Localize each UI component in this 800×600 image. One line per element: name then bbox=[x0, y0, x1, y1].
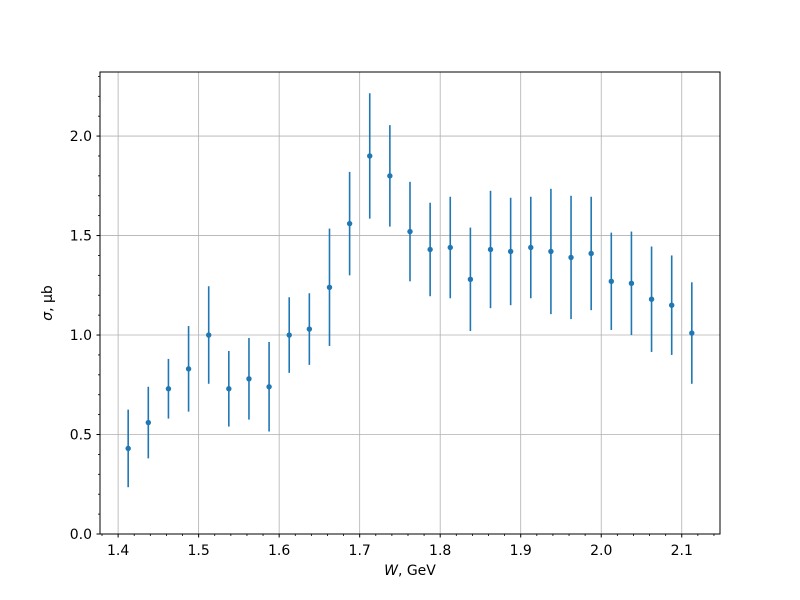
data-point bbox=[367, 153, 373, 159]
y-axis-label: σ, μb bbox=[40, 285, 56, 321]
x-axis-label: W, GeV bbox=[100, 564, 720, 578]
svg-text:1.8: 1.8 bbox=[429, 543, 451, 559]
data-point bbox=[568, 254, 574, 261]
svg-text:2.0: 2.0 bbox=[590, 543, 612, 559]
axes-spines bbox=[99, 71, 721, 535]
data-point bbox=[387, 173, 393, 179]
data-point bbox=[648, 296, 655, 302]
svg-text:0.0: 0.0 bbox=[70, 527, 92, 543]
data-point bbox=[447, 244, 453, 251]
y-axis-label-unit: , μb bbox=[40, 285, 56, 312]
data-point bbox=[487, 246, 494, 253]
data-point bbox=[608, 278, 614, 285]
y-axis-label-symbol: σ bbox=[40, 311, 56, 321]
data-point bbox=[165, 386, 172, 392]
data-point bbox=[185, 366, 192, 372]
data-point bbox=[326, 284, 333, 290]
error-bars bbox=[127, 93, 693, 488]
data-point bbox=[266, 384, 272, 390]
data-point bbox=[528, 244, 534, 251]
svg-text:1.7: 1.7 bbox=[349, 543, 371, 559]
data-point bbox=[407, 228, 413, 235]
data-point bbox=[689, 330, 695, 336]
svg-text:0.5: 0.5 bbox=[70, 428, 92, 444]
svg-text:2.1: 2.1 bbox=[671, 543, 693, 559]
data-point bbox=[125, 445, 131, 452]
data-point bbox=[467, 276, 474, 283]
data-point bbox=[226, 386, 232, 392]
svg-text:1.9: 1.9 bbox=[510, 543, 532, 559]
data-points bbox=[125, 153, 695, 452]
data-point bbox=[548, 248, 554, 255]
svg-text:1.0: 1.0 bbox=[70, 328, 92, 344]
gridlines bbox=[100, 72, 720, 535]
axis-ticks bbox=[96, 75, 715, 538]
data-point bbox=[507, 248, 514, 255]
data-point bbox=[427, 246, 433, 253]
data-point bbox=[206, 332, 212, 338]
x-axis-label-symbol: W bbox=[384, 563, 398, 579]
svg-text:2.0: 2.0 bbox=[70, 129, 92, 145]
x-axis-label-unit: , GeV bbox=[397, 563, 436, 579]
svg-text:1.5: 1.5 bbox=[70, 229, 92, 245]
svg-text:1.6: 1.6 bbox=[268, 543, 290, 559]
data-point bbox=[145, 419, 152, 426]
data-point bbox=[588, 250, 594, 257]
data-point bbox=[246, 376, 252, 382]
data-point bbox=[306, 326, 313, 332]
data-point bbox=[628, 280, 635, 287]
svg-text:1.5: 1.5 bbox=[188, 543, 210, 559]
data-point bbox=[668, 302, 675, 308]
data-point bbox=[286, 332, 292, 338]
tick-labels: 1.4 1.5 1.6 1.7 1.8 1.9 2.0 2.1 0.0 0.5 1.0 1.5 2.0 bbox=[70, 129, 693, 559]
data-point bbox=[346, 220, 353, 227]
svg-text:1.4: 1.4 bbox=[107, 543, 129, 559]
